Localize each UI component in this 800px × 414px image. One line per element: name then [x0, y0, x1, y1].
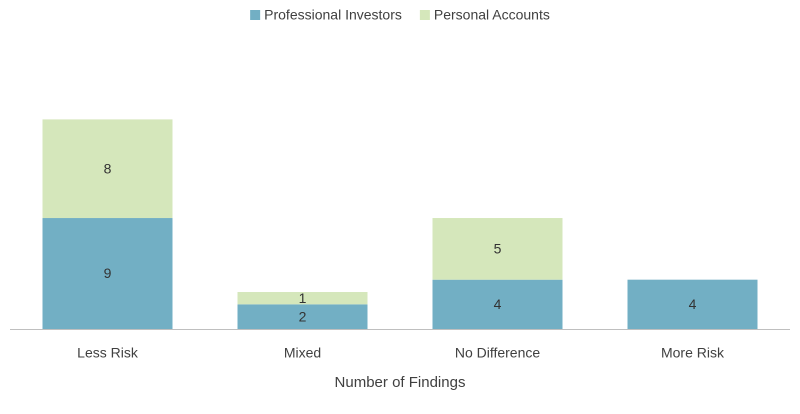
value-label: 1: [299, 290, 307, 306]
bar-segment: [432, 279, 563, 329]
legend-label: Personal Accounts: [434, 7, 550, 23]
value-label: 5: [494, 241, 502, 257]
legend-label: Professional Investors: [264, 7, 402, 23]
bar-segment: [237, 292, 368, 305]
bar-segment: [237, 304, 368, 329]
x-tick-label: Less Risk: [77, 345, 139, 361]
value-label: 8: [104, 160, 112, 176]
x-tick-label: No Difference: [455, 345, 541, 361]
bar-segment: [627, 279, 758, 329]
value-label: 4: [689, 296, 697, 312]
x-tick-label: Mixed: [284, 345, 321, 361]
bar-segment: [42, 119, 173, 219]
x-tick-label: More Risk: [661, 345, 725, 361]
legend-swatch: [250, 10, 261, 20]
value-label: 4: [494, 296, 502, 312]
x-axis-title: Number of Findings: [335, 374, 466, 391]
bar-segment: [432, 218, 563, 280]
bar-segment: [42, 218, 173, 329]
value-label: 9: [104, 265, 112, 281]
legend-swatch: [419, 10, 430, 20]
legend: Professional Investors Personal Accounts: [250, 7, 550, 23]
value-label: 2: [299, 308, 307, 324]
